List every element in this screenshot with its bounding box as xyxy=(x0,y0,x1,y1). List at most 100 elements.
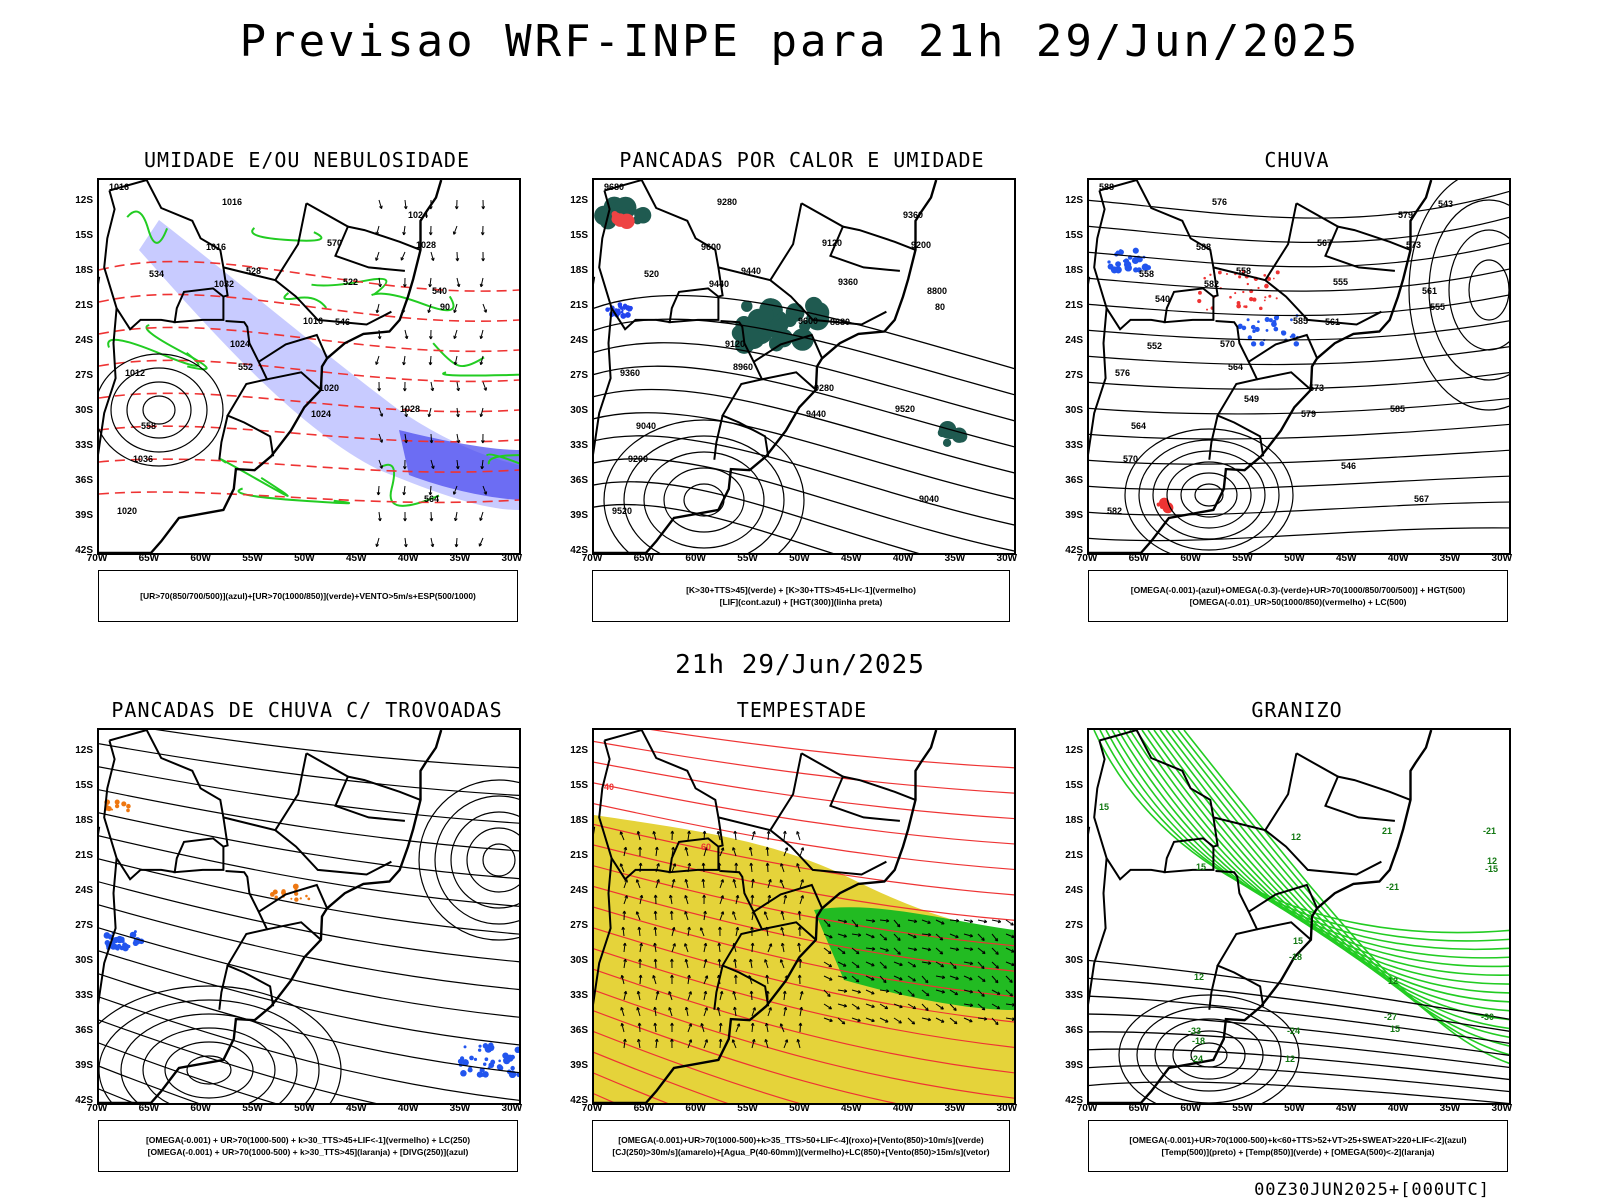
contour-label: 540 xyxy=(432,286,447,296)
footer-run-id: 00Z30JUN2025+[000UTC] xyxy=(1254,1180,1490,1200)
lon-label: 45W xyxy=(345,1103,367,1114)
lc250-high xyxy=(418,779,519,941)
legend-line: [OMEGA(-0.01)_UR>50(1000/850)(vermelho) … xyxy=(1189,597,1407,607)
lat-label: 33S xyxy=(1065,440,1083,452)
contour-label: 12 xyxy=(1487,856,1497,866)
lat-label: 15S xyxy=(1065,230,1083,242)
lat-label: 39S xyxy=(75,1060,93,1072)
contour-label: 564 xyxy=(1228,362,1243,372)
panel-title-chuva: CHUVA xyxy=(1264,148,1330,172)
contour-label: 9600 xyxy=(701,242,721,252)
contour-label: 15 xyxy=(1099,802,1109,812)
lat-label: 27S xyxy=(75,920,93,932)
lon-label: 45W xyxy=(840,1103,862,1114)
lc250-low xyxy=(99,985,342,1103)
contour-label: 60 xyxy=(701,842,711,852)
lon-label: 35W xyxy=(1439,553,1461,564)
thickness-contours xyxy=(99,260,519,504)
lon-label: 40W xyxy=(1387,1103,1409,1114)
contour-label: 555 xyxy=(1333,277,1348,287)
lat-label: 30S xyxy=(75,955,93,967)
lat-label: 39S xyxy=(570,1060,588,1072)
lat-label: 30S xyxy=(570,955,588,967)
contour-label: 585 xyxy=(1390,404,1405,414)
lon-label: 35W xyxy=(944,1103,966,1114)
legend-chuva: [OMEGA(-0.001)-(azul)+OMEGA(-0.3)-(verde… xyxy=(1088,570,1508,622)
lat-label: 18S xyxy=(1065,265,1083,277)
lat-label: 27S xyxy=(1065,920,1083,932)
contour-labels: 9680 9600 9600 9520 9520 9440 9440 9360 9360 9280… xyxy=(604,182,947,516)
omega-blue-central xyxy=(1237,314,1300,347)
contour-label: 9200 xyxy=(911,240,931,250)
contour-label: 80 xyxy=(935,302,945,312)
contour-labels: 1515151512121212-15-18-18-21-21-24-24-27… xyxy=(1099,802,1498,1064)
contour-label: 573 xyxy=(1406,240,1421,250)
lat-label: 36S xyxy=(75,475,93,487)
granizo-geography xyxy=(1089,730,1433,1103)
map-tempestade: 40 60 xyxy=(592,728,1016,1105)
lat-label: 15S xyxy=(570,780,588,792)
panel-title-tempestade: TEMPESTADE xyxy=(736,698,868,722)
lat-label: 21S xyxy=(570,850,588,862)
lat-label: 15S xyxy=(570,230,588,242)
lat-label: 24S xyxy=(570,335,588,347)
contour-label: 552 xyxy=(1147,341,1162,351)
lon-label: 65W xyxy=(138,1103,160,1114)
lat-label: 18S xyxy=(570,815,588,827)
contour-label: -24 xyxy=(1287,1026,1300,1036)
contour-label: 15 xyxy=(1293,936,1303,946)
contour-label: 549 xyxy=(1244,394,1259,404)
lon-label: 65W xyxy=(633,553,655,564)
lon-label: 55W xyxy=(737,553,758,564)
lat-label: 42S xyxy=(75,545,93,556)
contour-label: -18 xyxy=(1192,1036,1205,1046)
lat-label: 27S xyxy=(570,370,588,382)
lat-label: 12S xyxy=(570,745,588,757)
contour-label: 9440 xyxy=(709,279,729,289)
map-canvas-trovoadas xyxy=(99,730,519,1103)
contour-label: 9520 xyxy=(895,404,915,414)
omega-blue-nw xyxy=(1107,247,1152,274)
contour-label: 15 xyxy=(1390,1024,1400,1034)
lon-label: 55W xyxy=(242,553,263,564)
lat-label: 27S xyxy=(75,370,93,382)
contour-label: 12 xyxy=(1285,1054,1295,1064)
contour-label: -15 xyxy=(1485,864,1498,874)
lat-label: 21S xyxy=(570,300,588,312)
lc250-streamlines xyxy=(99,730,519,1103)
lat-label: 18S xyxy=(1065,815,1083,827)
map-canvas-pancadas-calor: 9680 9600 9600 9520 9520 9440 9440 9360 9360 9280… xyxy=(594,180,1014,553)
lon-label: 30W xyxy=(501,1103,523,1114)
lon-label: 50W xyxy=(1284,1103,1305,1114)
wind-vectors xyxy=(375,199,488,548)
contour-label: 579 xyxy=(1301,409,1316,419)
contour-label: 576 xyxy=(1115,368,1130,378)
lon-label: 35W xyxy=(449,553,471,564)
legend-pancadas-calor: [K>30+TTS>45](verde) + [K>30+TTS>45+LI<-… xyxy=(592,570,1010,622)
lat-label: 30S xyxy=(570,405,588,417)
contour-label: 561 xyxy=(1325,317,1340,327)
legend-line: [OMEGA(-0.001) + UR>70(1000-500) + k>30_… xyxy=(147,1147,469,1157)
lat-label: 33S xyxy=(570,440,588,452)
contour-label: 588 xyxy=(1099,182,1114,192)
lon-label: 40W xyxy=(892,553,914,564)
map-chuva: 588 588 585 585 582 582 579 579 576 576 573 573 570 5… xyxy=(1087,178,1511,555)
lon-label: 30W xyxy=(996,1103,1018,1114)
lon-label: 70W xyxy=(581,1103,603,1114)
contour-label: 8880 xyxy=(830,317,850,327)
legend-tempestade: [OMEGA(-0.001)+UR>70(1000-500)+k>35_TTS>… xyxy=(592,1120,1010,1172)
lon-label: 70W xyxy=(581,553,603,564)
lon-label: 30W xyxy=(1491,553,1513,564)
lon-label: 55W xyxy=(737,1103,758,1114)
wind-vectors-east xyxy=(823,918,1014,1026)
lon-label: 45W xyxy=(345,553,367,564)
lat-label: 42S xyxy=(1065,1095,1083,1106)
contour-label: 576 xyxy=(1212,197,1227,207)
divg-blue-east xyxy=(457,1042,519,1079)
lat-label: 18S xyxy=(75,265,93,277)
lon-label: 60W xyxy=(190,1103,211,1114)
contour-label: 1016 xyxy=(303,316,323,326)
lat-label: 12S xyxy=(75,745,93,757)
lat-label: 27S xyxy=(570,920,588,932)
lc850-streamlines xyxy=(594,730,1014,1103)
